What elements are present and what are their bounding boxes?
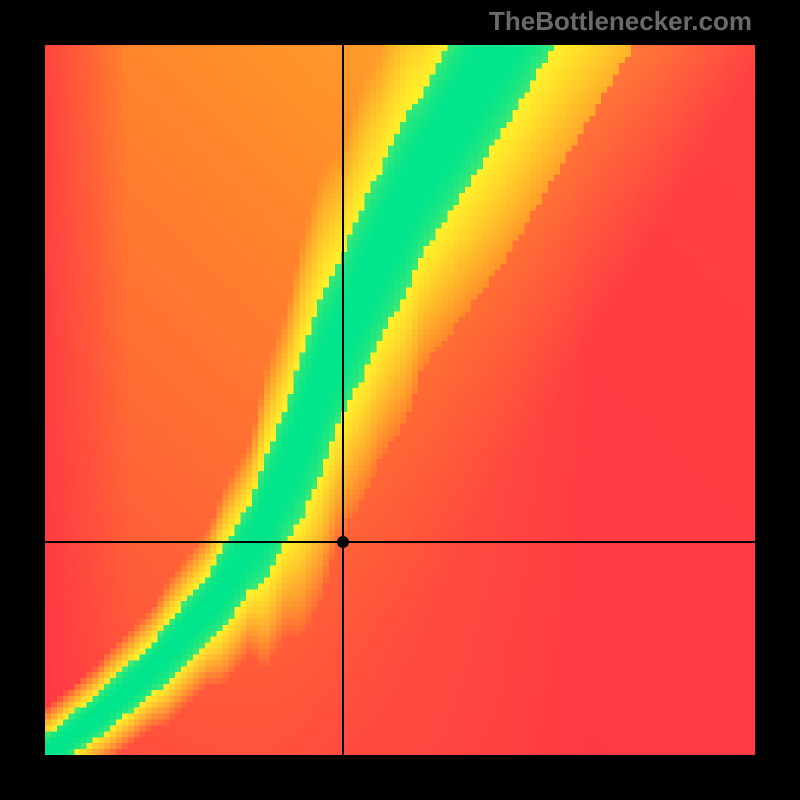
selection-marker bbox=[337, 536, 349, 548]
watermark-text: TheBottlenecker.com bbox=[489, 6, 752, 37]
bottleneck-heatmap bbox=[45, 45, 755, 755]
crosshair-horizontal bbox=[45, 541, 755, 543]
crosshair-vertical bbox=[342, 45, 344, 755]
